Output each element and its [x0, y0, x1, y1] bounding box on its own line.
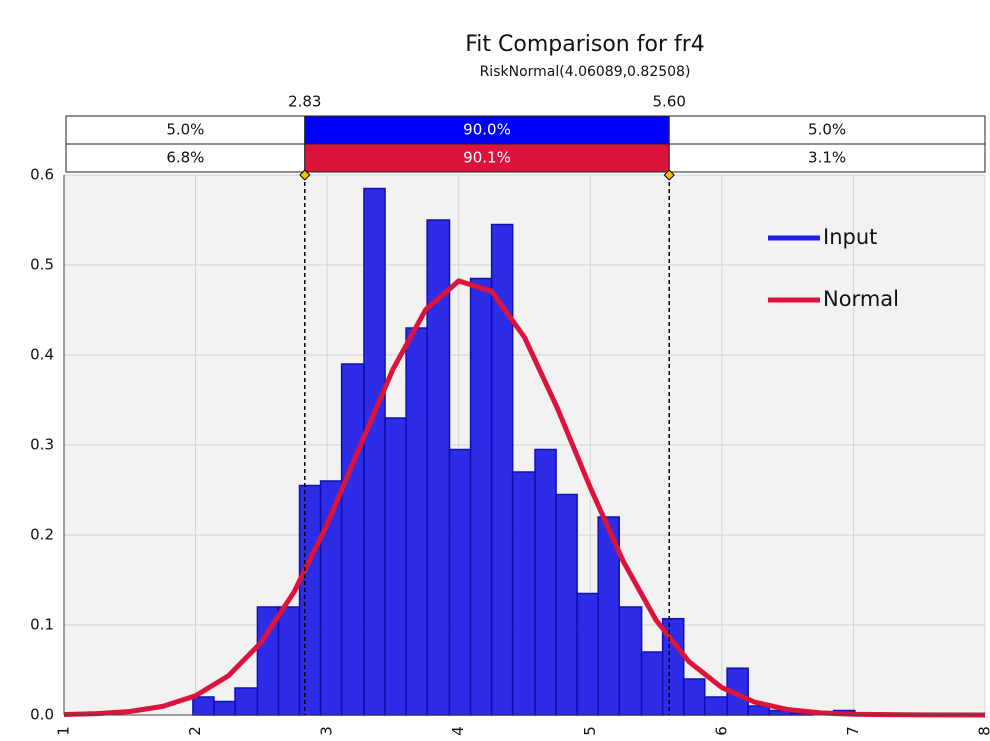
- bar: [234, 687, 259, 716]
- x-tick-label: 4: [449, 726, 467, 736]
- band-label: 3.1%: [808, 149, 846, 167]
- x-tick-label: 7: [844, 726, 862, 736]
- y-tick-label: 0.4: [30, 346, 54, 364]
- band-cell: [65, 143, 306, 173]
- bar: [618, 606, 643, 716]
- bar: [298, 484, 322, 716]
- x-tick-label: 6: [712, 726, 730, 736]
- y-tick-label: 0.3: [30, 436, 54, 454]
- legend-label: Normal: [823, 287, 899, 311]
- bar: [534, 448, 557, 716]
- band-cell: [304, 143, 670, 173]
- band-label: 90.0%: [463, 121, 511, 139]
- fit-curve: [63, 278, 986, 718]
- bar: [448, 448, 472, 716]
- delimiter-handle: [663, 169, 675, 181]
- delimiter-handle: [299, 169, 311, 181]
- x-tick-label: 1: [55, 726, 73, 736]
- bar: [511, 471, 536, 716]
- bar: [469, 277, 493, 716]
- bar: [405, 327, 428, 716]
- bar: [277, 606, 301, 716]
- bar: [555, 493, 578, 716]
- y-tick-label: 0.6: [30, 166, 54, 184]
- bar: [704, 696, 728, 716]
- band-label: 5.0%: [808, 121, 846, 139]
- bar: [363, 187, 386, 716]
- band-label: 6.8%: [166, 149, 204, 167]
- delimiter-label: 2.83: [288, 93, 321, 111]
- bar: [384, 417, 407, 716]
- bar: [213, 700, 236, 716]
- y-tick-label: 0.1: [30, 616, 54, 634]
- legend-label: Input: [823, 225, 877, 249]
- y-tick-label: 0.5: [30, 256, 54, 274]
- delimiter-label: 5.60: [653, 93, 686, 111]
- chart-subtitle: RiskNormal(4.06089,0.82508): [480, 64, 691, 80]
- bar: [192, 696, 215, 716]
- bar: [340, 363, 365, 716]
- band-label: 5.0%: [166, 121, 204, 139]
- x-tick-label: 5: [581, 726, 599, 736]
- x-tick-label: 3: [318, 726, 336, 736]
- band-cell: [304, 115, 670, 145]
- y-tick-label: 0.0: [30, 706, 54, 724]
- band-label: 90.1%: [463, 149, 511, 167]
- x-tick-label: 2: [186, 726, 204, 736]
- y-tick-label: 0.2: [30, 526, 54, 544]
- band-cell: [668, 115, 986, 145]
- bar: [576, 592, 599, 716]
- bar: [682, 678, 706, 716]
- chart-title: Fit Comparison for fr4: [465, 32, 705, 57]
- bar: [640, 651, 664, 716]
- x-tick-label: 8: [976, 726, 990, 736]
- band-cell: [668, 143, 986, 173]
- bar: [747, 705, 770, 716]
